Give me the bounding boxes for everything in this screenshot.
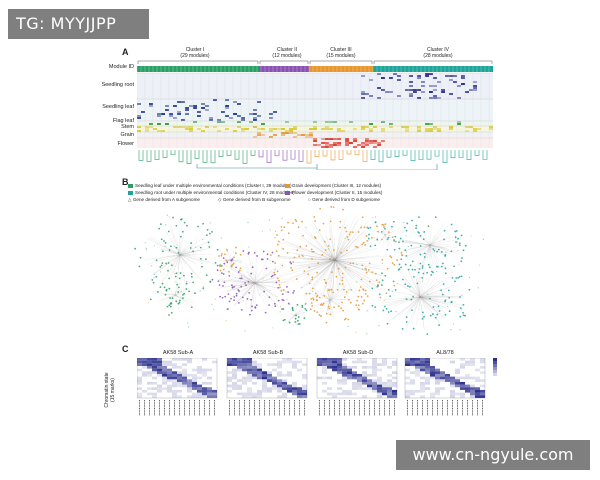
module-expression-heatmap [137, 60, 493, 170]
module-id-bar [137, 66, 259, 72]
legend-swatch [285, 190, 290, 195]
legend-item-a-subgenome: △ Gene derived from A subgenome [128, 197, 200, 202]
cluster-1-title: Cluster I (29 modules) [180, 47, 210, 59]
legend-item-cluster-2: Flower development (Cluster II, 15 modul… [285, 190, 382, 196]
chromatin-heatmap [137, 358, 218, 416]
chromatin-heatmap [404, 358, 486, 416]
bottom-watermark: www.cn-ngyule.com [396, 440, 590, 470]
row-label-flag-leaf: Flag leaf [112, 118, 134, 124]
row-label-flower: Flower [117, 141, 134, 147]
module-id-bar [259, 66, 309, 72]
chromatin-heatmap [316, 358, 398, 416]
legend-item-b-subgenome: ◇ Gene derived from B subgenome [218, 197, 291, 202]
row-label-module-id: Module ID [108, 64, 134, 70]
heatmap-color-key [493, 358, 497, 376]
row-label-seedling-root: Seedling root [101, 82, 134, 88]
top-tag-label: TG: MYYJJPP [8, 9, 149, 39]
legend-swatch [128, 183, 133, 188]
legend-item-cluster-1: Seedling leaf under multiple environment… [128, 183, 292, 189]
legend-swatch [128, 190, 133, 195]
heatmap-title-sub-a: AK58 Sub-A [162, 350, 194, 356]
chromatin-heatmap [226, 358, 308, 416]
cluster-3-title: Cluster III (15 modules) [326, 47, 356, 59]
circle-icon: ○ [308, 197, 311, 202]
panel-b-label: B [122, 177, 129, 187]
row-label-grain: Grain [120, 132, 134, 138]
heatmap-title-sub-d: AK58 Sub-D [342, 350, 374, 356]
chromatin-state-heatmaps [137, 358, 497, 416]
chromatin-ylabel: Chromatin state (15 marks) [104, 372, 116, 408]
heatmap-title-al878: AL8/78 [436, 350, 454, 356]
cluster-2-title: Cluster II (12 modules) [272, 47, 302, 59]
legend-swatch [285, 183, 290, 188]
triangle-icon: △ [128, 197, 132, 202]
legend-item-d-subgenome: ○ Gene derived from D subgenome [308, 197, 380, 202]
diamond-icon: ◇ [218, 197, 222, 202]
panel-a-label: A [122, 47, 129, 57]
legend-item-cluster-3: Grain development (Cluster III, 12 modul… [285, 183, 381, 189]
heatmap-title-sub-b: AK58 Sub-B [252, 350, 284, 356]
panel-c-label: C [122, 344, 129, 354]
coexpression-network [134, 206, 484, 335]
row-label-stem: Stem [121, 124, 134, 130]
legend-item-cluster-4: Seedling root under multiple environment… [128, 190, 295, 196]
cluster-4-title: Cluster IV (28 modules) [423, 47, 453, 59]
row-label-seedling-leaf: Seedling leaf [102, 104, 134, 110]
